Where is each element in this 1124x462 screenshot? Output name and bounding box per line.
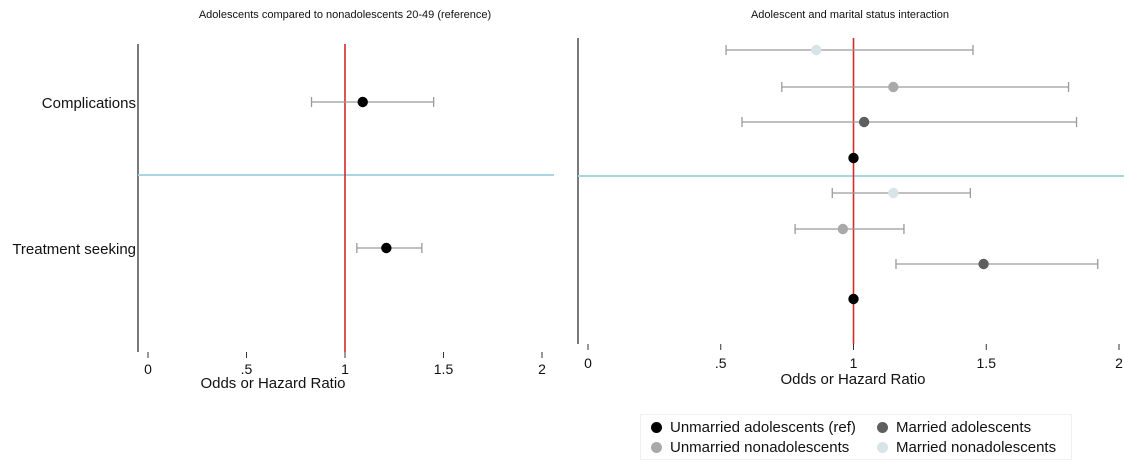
legend-marker-icon xyxy=(877,442,888,453)
left-x-tick-label: 0 xyxy=(144,361,152,377)
legend: Unmarried adolescents (ref) Married adol… xyxy=(640,414,1072,460)
legend-label: Married adolescents xyxy=(896,419,1032,436)
legend-marker-icon xyxy=(651,422,662,433)
legend-marker-icon xyxy=(877,422,888,433)
legend-label: Unmarried adolescents (ref) xyxy=(670,419,856,436)
right-point-estimate xyxy=(888,81,899,93)
right-chart-title: Adolescent and marital status interactio… xyxy=(751,9,949,21)
right-x-tick-label: 1 xyxy=(850,355,858,371)
left-chart-title: Adolescents compared to nonadolescents 2… xyxy=(199,9,491,21)
legend-label: Unmarried nonadolescents xyxy=(670,439,850,456)
legend-item-unmarried-nonadolescents: Unmarried nonadolescents xyxy=(651,439,849,456)
left-x-tick-label: 2 xyxy=(538,361,546,377)
left-point-estimate xyxy=(357,96,368,108)
legend-marker-icon xyxy=(651,442,662,453)
right-x-tick-label: 1.5 xyxy=(977,355,997,371)
right-forest-panel: Adolescent and marital status interactio… xyxy=(577,9,1124,388)
left-forest-panel: Adolescents compared to nonadolescents 2… xyxy=(12,9,554,392)
right-point-estimate xyxy=(858,116,870,128)
left-x-tick-label: 1.5 xyxy=(434,361,454,377)
right-point-estimate xyxy=(978,258,989,270)
right-point-estimate xyxy=(811,44,822,56)
right-point-estimate xyxy=(848,293,859,305)
legend-label: Married nonadolescents xyxy=(896,439,1057,456)
right-x-axis-label: Odds or Hazard Ratio xyxy=(780,371,925,388)
left-group-label-treatment-seeking: Treatment seeking xyxy=(12,241,136,258)
right-x-tick-label: .5 xyxy=(715,355,727,371)
legend-item-married-adolescents: Married adolescents xyxy=(877,419,1031,436)
legend-item-unmarried-adolescents: Unmarried adolescents (ref) xyxy=(651,419,856,436)
right-point-estimate xyxy=(888,187,899,199)
legend-item-married-nonadolescents: Married nonadolescents xyxy=(877,439,1056,456)
right-point-estimate xyxy=(848,152,859,164)
right-x-tick-label: 0 xyxy=(584,355,592,371)
left-x-axis-label: Odds or Hazard Ratio xyxy=(200,375,345,392)
right-x-tick-label: 2 xyxy=(1115,355,1123,371)
right-point-estimate xyxy=(837,223,849,235)
left-x-tick-label: .5 xyxy=(241,361,253,377)
left-point-estimate xyxy=(381,242,392,254)
left-x-tick-label: 1 xyxy=(341,361,349,377)
left-group-label-complications: Complications xyxy=(42,95,136,112)
